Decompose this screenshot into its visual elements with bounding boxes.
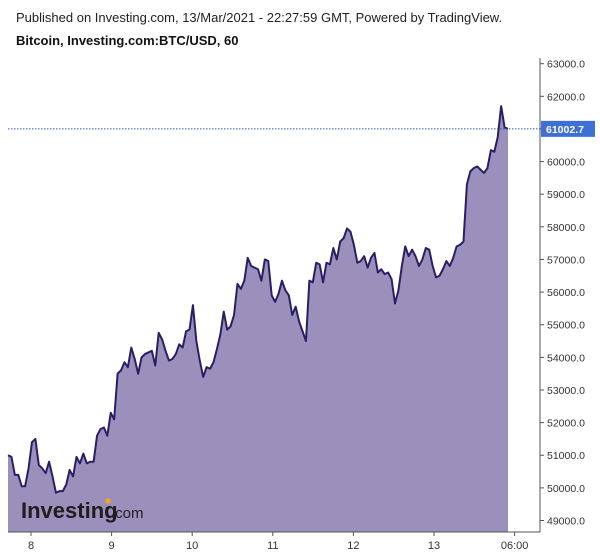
logo-dot-icon	[105, 498, 111, 504]
price-axis: 49000.0 50000.0 51000.0 52000.0 53000.0 54000…	[539, 58, 585, 532]
x-tick-label: 8	[28, 540, 34, 552]
x-tick-label: 11	[267, 540, 278, 552]
time-axis: 8 9 10 11 12 13 06:00	[8, 531, 540, 552]
last-price-badge	[541, 120, 595, 137]
area-series	[7, 105, 509, 532]
symbol-title: Bitcoin, Investing.com:BTC/USD, 60	[16, 33, 239, 48]
x-tick-label: 13	[428, 540, 440, 552]
y-tick-label: 55000.0	[547, 320, 585, 332]
y-tick-label: 63000.0	[547, 59, 585, 71]
x-tick-label: 12	[347, 540, 359, 552]
y-tick-label: 57000.0	[547, 254, 585, 266]
x-tick-label: 9	[109, 540, 115, 552]
last-price-marker: 61002.7	[8, 120, 595, 137]
y-tick-label: 53000.0	[547, 385, 585, 397]
y-tick-label: 56000.0	[547, 287, 585, 299]
x-tick-label: 06:00	[501, 540, 529, 552]
y-tick-label: 50000.0	[547, 483, 585, 495]
y-tick-label: 58000.0	[547, 222, 585, 234]
y-tick-label: 51000.0	[547, 450, 585, 462]
x-tick-label: 10	[186, 540, 198, 552]
y-tick-label: 52000.0	[547, 418, 585, 430]
y-tick-label: 54000.0	[547, 352, 585, 364]
price-line	[7, 105, 509, 494]
last-price-label: 61002.7	[546, 124, 584, 136]
y-tick-label: 62000.0	[547, 91, 585, 103]
logo-word: Investing	[21, 498, 118, 523]
area-fill	[8, 106, 508, 532]
y-tick-label: 60000.0	[547, 157, 585, 169]
y-tick-label: 59000.0	[547, 189, 585, 201]
y-tick-label: 49000.0	[547, 516, 585, 528]
investing-logo: Investing .com	[21, 498, 144, 523]
logo-suffix: .com	[111, 505, 144, 522]
published-note: Published on Investing.com, 13/Mar/2021 …	[16, 10, 503, 25]
